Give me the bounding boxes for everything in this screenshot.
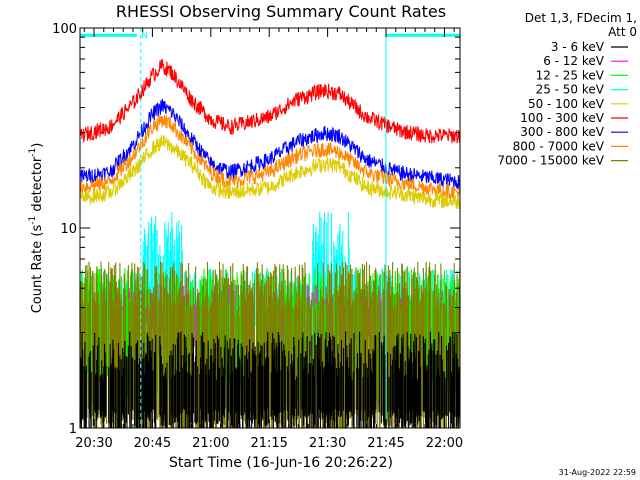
legend-entry-7000-15000-kev: 7000 - 15000 keV — [497, 154, 628, 168]
legend-header-line-1: Det 1,3, FDecim 1, — [525, 11, 637, 25]
legend-entry-800-7000-kev: 800 - 7000 keV — [513, 139, 628, 153]
y-axis-label: Count Rate (s-1 detector-1) — [28, 143, 45, 314]
x-tick-label: 21:00 — [192, 436, 229, 451]
y-axis-label-main: Count Rate (s — [30, 225, 45, 314]
legend-entry-100-300-kev: 100 - 300 keV — [520, 111, 628, 125]
x-tick-label: 21:30 — [309, 436, 346, 451]
series-line-300-800-kev — [79, 98, 461, 190]
series-line-100-300-kev — [79, 58, 461, 144]
flag-marker-label: N — [141, 31, 148, 41]
noise-band-layer — [79, 212, 461, 428]
x-tick-label: 20:45 — [134, 436, 171, 451]
legend-label: 800 - 7000 keV — [513, 139, 605, 153]
legend-label: 100 - 300 keV — [520, 111, 604, 125]
y-axis-label-sup1: -1 — [28, 216, 38, 225]
x-tick-label: 21:15 — [250, 436, 287, 451]
x-axis-label: Start Time (16-Jun-16 20:26:22) — [169, 455, 393, 471]
axis-tick-layer: 1 10 100 20:30 20:45 21:00 21:15 21:30 21:45 22:0… — [52, 22, 463, 451]
legend-entry-25-50-kev: 25 - 50 keV — [536, 83, 628, 97]
series-line-50-100-kev — [79, 135, 461, 210]
legend-label: 7000 - 15000 keV — [497, 154, 604, 168]
legend-label: 6 - 12 keV — [543, 54, 605, 68]
legend-entry-50-100-kev: 50 - 100 keV — [528, 97, 628, 111]
x-tick-label: 22:00 — [426, 436, 463, 451]
footer-timestamp: 31-Aug-2022 22:59 — [559, 468, 636, 477]
legend-label: 3 - 6 keV — [551, 40, 605, 54]
y-tick-label: 1 — [69, 422, 77, 437]
legend-entry-300-800-kev: 300 - 800 keV — [520, 125, 628, 139]
chart-title: RHESSI Observing Summary Count Rates — [116, 2, 446, 21]
legend-label: 300 - 800 keV — [520, 125, 604, 139]
y-axis-label-mid: detector — [30, 156, 45, 216]
legend-entry-3-6-kev: 3 - 6 keV — [551, 40, 628, 54]
legend-label: 50 - 100 keV — [528, 97, 605, 111]
legend-label: 12 - 25 keV — [536, 68, 605, 82]
series-line-layer — [79, 58, 461, 210]
band-3-6-kev — [80, 331, 461, 428]
legend-entry-6-12-kev: 6 - 12 keV — [543, 54, 628, 68]
series-line-800-7000-kev — [79, 114, 461, 201]
legend-header-line-2: Att 0 — [608, 25, 637, 39]
legend-label: 25 - 50 keV — [536, 83, 605, 97]
x-tick-label: 20:30 — [75, 436, 112, 451]
y-tick-label: 100 — [52, 22, 77, 37]
y-tick-label: 10 — [60, 222, 77, 237]
y-axis-label-sup2: -1 — [28, 148, 38, 157]
x-tick-label: 21:45 — [367, 436, 404, 451]
legend-entry-12-25-kev: 12 - 25 keV — [536, 68, 628, 82]
y-axis-label-end: ) — [30, 143, 45, 148]
